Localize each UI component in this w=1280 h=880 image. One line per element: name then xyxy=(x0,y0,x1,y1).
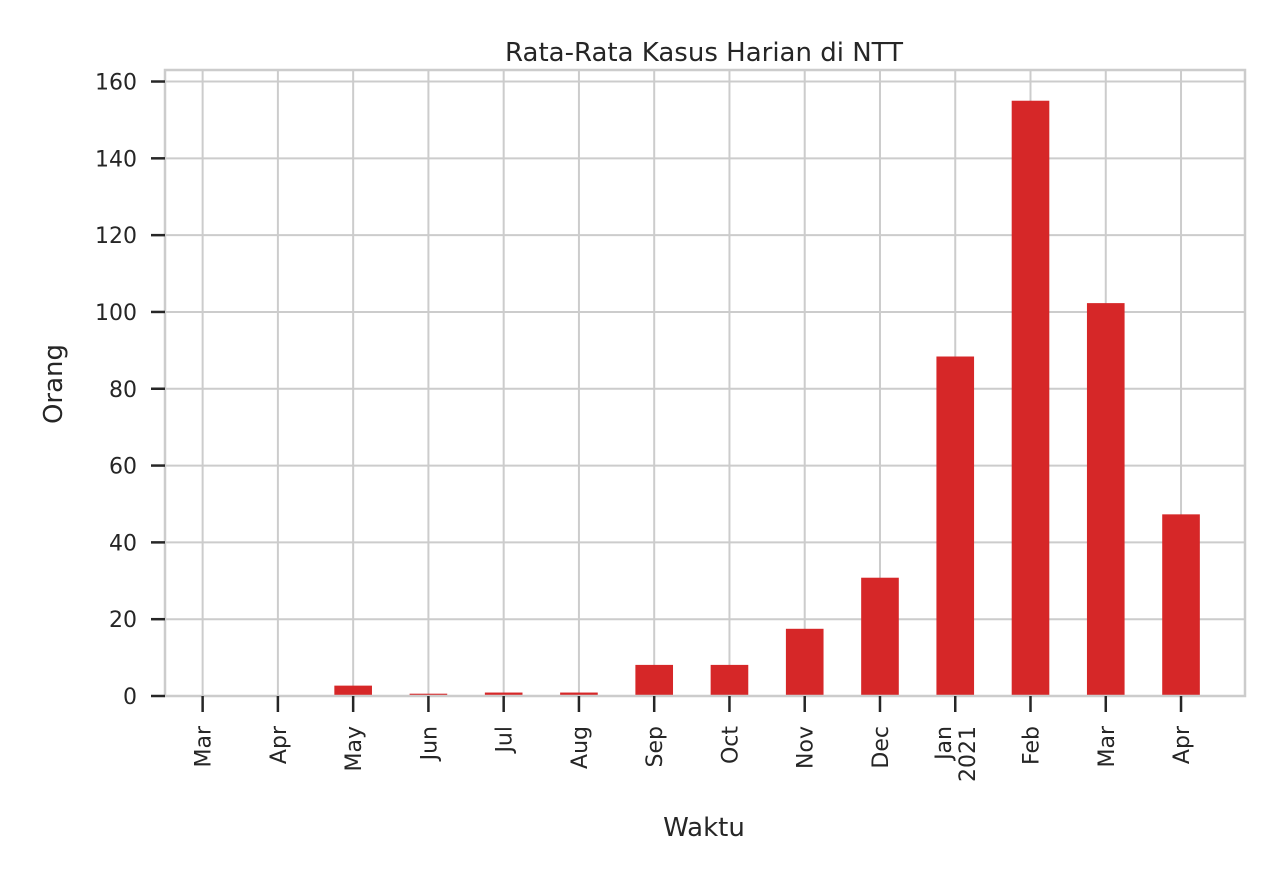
y-tick-label: 100 xyxy=(95,301,137,326)
y-tick-label: 80 xyxy=(109,378,137,403)
bar xyxy=(710,664,749,696)
bar xyxy=(334,685,372,696)
bar xyxy=(1011,100,1050,696)
x-tick-label: Nov xyxy=(794,726,819,769)
y-tick-label: 20 xyxy=(109,608,137,633)
y-tick-label: 120 xyxy=(95,224,137,249)
x-tick-label: Mar xyxy=(192,725,217,767)
y-tick-label: 40 xyxy=(109,531,137,556)
bar xyxy=(861,577,899,696)
y-tick-label: 160 xyxy=(95,71,137,96)
bar xyxy=(785,628,824,696)
x-tick-label: Jun xyxy=(417,726,442,762)
x-axis: Mar Apr May Jun Jul Aug Sep Oct Nov Dec Jan 2021 Feb… xyxy=(192,696,1195,782)
bar xyxy=(560,692,598,696)
x-tick-label: Jul xyxy=(493,726,518,755)
x-tick-label: Sep xyxy=(643,726,668,767)
x-axis-label: Waktu xyxy=(663,813,745,843)
x-tick-label: Mar xyxy=(1095,725,1120,767)
bar xyxy=(635,664,674,696)
x-tick-label: Dec xyxy=(869,726,894,769)
bar-layer xyxy=(334,100,1200,696)
x-tick-label: Feb xyxy=(1020,726,1045,765)
x-tick-label: Apr xyxy=(267,725,292,764)
bar xyxy=(1162,514,1200,696)
plot-frame xyxy=(163,68,1247,698)
x-tick-label: May xyxy=(342,726,367,771)
bar xyxy=(936,356,975,696)
x-tick-label: Jan xyxy=(932,726,957,762)
x-tick-label: Apr xyxy=(1170,725,1195,764)
y-tick-label: 0 xyxy=(123,685,137,710)
y-axis: 0 20 40 60 80 100 120 140 160 xyxy=(95,71,165,710)
x-tick-label: 2021 xyxy=(956,726,981,782)
y-tick-label: 140 xyxy=(95,147,137,172)
y-tick-label: 60 xyxy=(109,455,137,480)
x-tick-label: Aug xyxy=(568,726,593,769)
chart-title: Rata-Rata Kasus Harian di NTT xyxy=(505,38,903,68)
bar xyxy=(1086,303,1125,696)
grid-layer xyxy=(165,70,1245,697)
x-tick-label: Oct xyxy=(718,726,743,764)
bar xyxy=(484,692,523,696)
y-axis-label: Orang xyxy=(39,344,69,424)
